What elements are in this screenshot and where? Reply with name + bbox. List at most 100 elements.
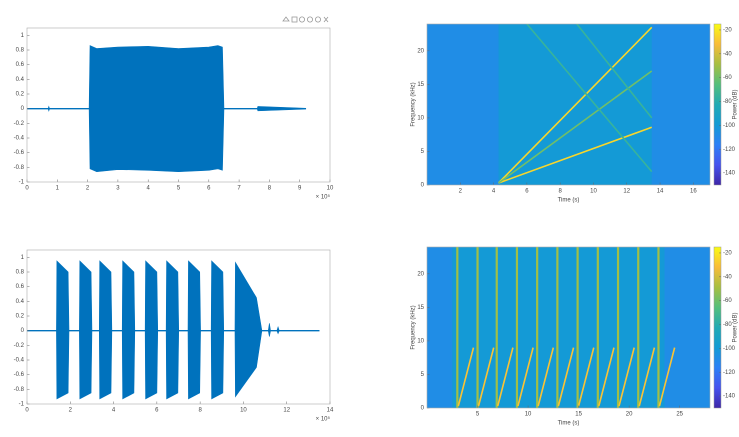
toolbar-icon[interactable] xyxy=(291,16,298,23)
x-tick-label: 14 xyxy=(327,408,334,414)
x-tick-label: 8 xyxy=(198,408,202,414)
chirp xyxy=(498,126,653,184)
colorbar-tick-label: -40 xyxy=(723,51,732,57)
x-tick-label: 6 xyxy=(155,408,159,414)
y-tick-label: -0.6 xyxy=(14,372,25,378)
plot-area xyxy=(427,247,710,408)
y-tick-label: -1 xyxy=(19,402,25,408)
y-tick-label: -0.4 xyxy=(14,136,25,142)
colorbar-tick-label: -40 xyxy=(723,274,732,280)
x-tick-label: 5 xyxy=(476,412,480,418)
y-tick-label: -0.6 xyxy=(14,150,25,156)
x-tick-label: 5 xyxy=(177,186,181,192)
x-tick-label: 15 xyxy=(575,412,582,418)
x-tick-label: 4 xyxy=(492,189,496,195)
colorbar xyxy=(713,23,722,186)
chirp xyxy=(517,347,534,407)
y-axis-label: Frequency (kHz) xyxy=(411,305,417,349)
x-tick-label: 10 xyxy=(590,189,597,195)
chirp xyxy=(477,347,495,407)
axes: × 10⁵ 0 1 2 3 4 5 6 7 8 9 10 -1 -0.8 -0.6 -0.4 -0.2 0 0.2 0… xyxy=(14,27,334,201)
colorbar-label: Power (dB) xyxy=(733,312,739,342)
x-tick-label: 9 xyxy=(298,186,302,192)
toolbar-icon[interactable] xyxy=(314,16,321,23)
y-tick-label: -0.8 xyxy=(14,165,25,171)
plot-area xyxy=(27,260,320,400)
colorbar-tick-label: -80 xyxy=(723,99,732,105)
toolbar-icon[interactable] xyxy=(306,16,313,23)
y-tick-label: 1 xyxy=(21,255,25,261)
chirp xyxy=(498,26,653,184)
y-tick-label: 0.6 xyxy=(16,62,25,68)
x-tick-label: 4 xyxy=(112,408,116,414)
x-axis-label: Time (s) xyxy=(558,198,580,204)
y-tick-label: 0.8 xyxy=(16,48,25,54)
axes-box xyxy=(426,246,711,409)
y-tick-label: 10 xyxy=(417,338,424,344)
y-tick-label: 0 xyxy=(21,106,25,112)
x-tick-label: 6 xyxy=(207,186,211,192)
y-tick-label: -1 xyxy=(19,180,25,186)
colorbar-tick-label: -20 xyxy=(723,251,732,257)
toolbar-icon[interactable] xyxy=(323,16,329,23)
x-tick-label: 8 xyxy=(268,186,272,192)
chirp xyxy=(557,347,575,407)
x-tick-label: 16 xyxy=(690,189,697,195)
colorbar-label: Power (dB) xyxy=(733,89,739,119)
x-tick-label: 0 xyxy=(25,408,29,414)
y-tick-label: 5 xyxy=(421,149,425,155)
plot-area xyxy=(427,24,710,185)
x-axis-label: Time (s) xyxy=(558,421,580,427)
x-tick-label: 14 xyxy=(657,189,664,195)
chirp xyxy=(618,347,635,407)
axes-box xyxy=(426,23,711,186)
toolbar-icon[interactable] xyxy=(298,16,305,23)
y-axis-label: Frequency (kHz) xyxy=(411,82,417,126)
x-tick-label: 2 xyxy=(86,186,90,192)
axes-box xyxy=(26,249,331,405)
chirp xyxy=(577,347,595,407)
x-tick-label: 8 xyxy=(559,189,563,195)
x-tick-label: 2 xyxy=(459,189,463,195)
y-tick-label: -0.8 xyxy=(14,387,25,393)
y-tick-label: 0.8 xyxy=(16,270,25,276)
chirp xyxy=(496,347,514,407)
chirp xyxy=(537,347,555,407)
colorbar-tick-label: -60 xyxy=(723,75,732,81)
colorbar-tick-label: -140 xyxy=(723,171,736,177)
x-tick-label: 10 xyxy=(327,186,334,192)
colorbar-tick-label: -60 xyxy=(723,298,732,304)
y-tick-label: 0.4 xyxy=(16,77,25,83)
chirp xyxy=(598,347,615,407)
colorbar-tick-label: -100 xyxy=(723,123,736,129)
y-tick-label: 0.4 xyxy=(16,299,25,305)
y-tick-label: 15 xyxy=(417,82,424,88)
plot-area xyxy=(27,45,307,173)
x-multiplier: × 10⁵ xyxy=(316,416,331,423)
waveform-envelope xyxy=(27,260,320,400)
axes-toolbar xyxy=(282,16,329,23)
chirp xyxy=(526,24,653,173)
chirp xyxy=(576,24,653,119)
y-tick-label: 10 xyxy=(417,115,424,121)
chirp xyxy=(638,347,656,407)
colorbar xyxy=(713,246,722,409)
colorbar-tick-label: -120 xyxy=(723,370,736,376)
colorbar-tick-label: -120 xyxy=(723,147,736,153)
x-tick-label: 12 xyxy=(623,189,630,195)
toolbar-icon[interactable] xyxy=(282,16,290,22)
chirp xyxy=(658,347,676,407)
y-tick-label: 0.2 xyxy=(16,314,25,320)
y-tick-label: 0.2 xyxy=(16,92,25,98)
y-tick-label: 0 xyxy=(421,183,425,189)
colorbar-tick-label: -80 xyxy=(723,322,732,328)
colorbar-tick-label: -100 xyxy=(723,346,736,352)
axes: Time (s) Frequency (kHz) -140 -120 -100 -80 -6… xyxy=(411,246,739,427)
x-tick-label: 7 xyxy=(237,186,241,192)
x-tick-label: 4 xyxy=(147,186,151,192)
y-tick-label: 15 xyxy=(417,305,424,311)
colorbar-tick-label: -140 xyxy=(723,394,736,400)
chirp xyxy=(498,70,653,184)
